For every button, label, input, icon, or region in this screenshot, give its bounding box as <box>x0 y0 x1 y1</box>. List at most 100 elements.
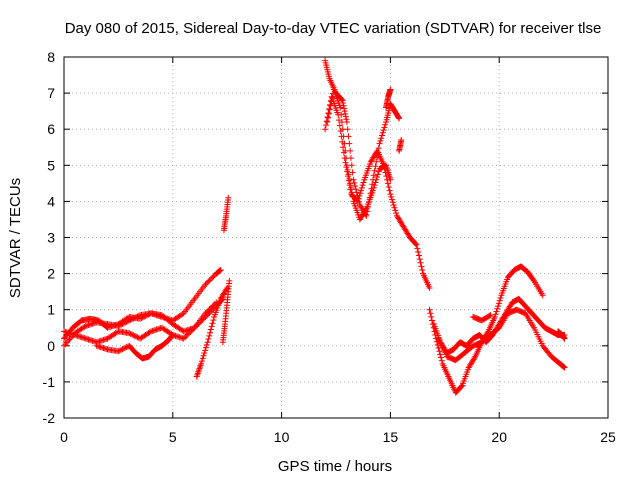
data-point <box>120 345 127 352</box>
data-point <box>190 326 197 333</box>
data-point <box>379 129 386 136</box>
x-axis: 0 5 10 15 20 25 <box>60 57 616 445</box>
x-tick-label: 5 <box>169 429 177 445</box>
data-point <box>373 158 380 165</box>
y-tick-label: 3 <box>47 230 55 246</box>
data-point <box>213 299 220 306</box>
data-point <box>116 347 123 354</box>
data-point <box>202 344 209 351</box>
data-point <box>207 276 214 283</box>
data-point <box>342 159 349 166</box>
data-point <box>386 187 393 194</box>
data-point <box>327 102 334 109</box>
data-point <box>207 304 214 311</box>
data-point <box>198 358 205 365</box>
data-point <box>325 114 332 121</box>
data-point <box>226 277 233 284</box>
data-point <box>338 111 345 118</box>
data-point <box>359 182 366 189</box>
x-tick-label: 15 <box>383 429 399 445</box>
data-point <box>358 184 365 191</box>
data-point <box>323 118 330 125</box>
data-point <box>131 332 138 339</box>
data-point <box>206 332 213 339</box>
data-point <box>372 179 379 186</box>
data-point <box>184 331 191 338</box>
grid-lines <box>64 57 608 418</box>
data-point <box>349 193 356 200</box>
data-point <box>202 347 209 354</box>
series-trace-h <box>322 93 433 292</box>
data-point <box>339 126 346 133</box>
data-point <box>169 332 176 339</box>
data-point <box>187 328 194 335</box>
data-point <box>458 383 465 390</box>
data-point <box>487 312 494 319</box>
data-point <box>322 126 329 133</box>
data-point <box>416 256 423 263</box>
data-point <box>342 110 349 117</box>
data-point <box>209 303 216 310</box>
data-point <box>200 352 207 359</box>
data-point <box>391 204 398 211</box>
data-point <box>202 281 209 288</box>
data-point <box>374 149 381 156</box>
data-point <box>205 336 212 343</box>
y-tick-label: 1 <box>47 302 55 318</box>
data-point <box>362 206 369 213</box>
data-point <box>398 137 405 144</box>
data-point <box>139 314 146 321</box>
data-point <box>146 329 153 336</box>
data-point <box>344 166 351 173</box>
chart-title: Day 080 of 2015, Sidereal Day-to-day VTE… <box>65 20 602 37</box>
series-trace-d <box>93 331 176 362</box>
x-tick-label: 25 <box>600 429 616 445</box>
data-point <box>345 171 352 178</box>
data-point <box>122 344 129 351</box>
data-point <box>115 348 122 355</box>
data-point <box>129 331 135 338</box>
data-point <box>326 106 333 113</box>
data-point <box>387 86 394 93</box>
data-point <box>413 241 420 248</box>
data-point <box>199 355 206 362</box>
data-point <box>225 194 232 201</box>
data-point <box>203 280 210 287</box>
data-point <box>393 210 400 217</box>
data-point <box>61 342 67 349</box>
data-point <box>207 329 214 336</box>
series-trace-f <box>219 277 233 346</box>
data-point <box>427 310 434 317</box>
data-point <box>328 98 335 105</box>
data-point <box>329 94 336 101</box>
data-point <box>342 147 349 154</box>
series-trace-b <box>61 266 224 342</box>
data-point <box>415 252 422 259</box>
data-point <box>389 199 396 206</box>
data-point <box>374 154 381 161</box>
data-point <box>119 346 126 353</box>
data-point <box>206 306 213 313</box>
data-point <box>182 334 189 341</box>
data-point <box>494 305 501 312</box>
data-point <box>209 320 216 327</box>
data-point <box>179 311 186 318</box>
data-point <box>355 195 362 202</box>
data-point <box>495 300 502 307</box>
data-point <box>341 108 348 115</box>
data-point <box>426 285 433 292</box>
series-trace-e <box>193 285 231 380</box>
data-point <box>380 127 387 134</box>
data-point <box>429 317 436 324</box>
data-point <box>437 351 444 358</box>
data-point <box>486 312 493 319</box>
y-axis: -2 -1 0 1 2 3 4 5 6 7 8 <box>43 49 608 426</box>
data-point <box>340 144 347 151</box>
data-point <box>347 184 354 191</box>
series-trace-j <box>324 86 394 223</box>
data-point <box>168 333 175 340</box>
data-point <box>340 133 347 140</box>
series-trace-q <box>554 328 568 342</box>
data-point <box>142 313 149 320</box>
data-point <box>491 313 498 320</box>
